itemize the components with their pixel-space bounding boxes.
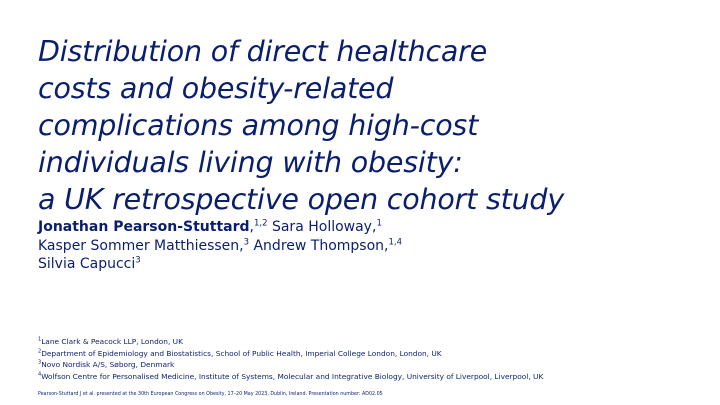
author-affiliation-marker: 1 <box>376 218 382 229</box>
author-line: Jonathan Pearson-Stuttard,1,2 Sara Hollo… <box>38 218 402 237</box>
title-line: complications among high-cost <box>38 109 479 142</box>
affiliation-text: Novo Nordisk A/S, Søborg, Denmark <box>41 360 175 370</box>
title-line: costs and obesity-related <box>38 72 394 105</box>
author-name: Jonathan Pearson-Stuttard <box>38 219 250 235</box>
presentation-citation: Pearson-Stuttard J et al. presented at t… <box>38 392 383 397</box>
author-separator: , <box>249 219 254 235</box>
author-line: Kasper Sommer Matthiessen,3 Andrew Thomp… <box>38 237 402 256</box>
affiliation-item: 4Wolfson Centre for Personalised Medicin… <box>38 371 543 383</box>
affiliation-number: 1 <box>38 336 42 343</box>
title-line: a UK retrospective open cohort study <box>38 183 564 216</box>
author-separator: , <box>384 237 389 254</box>
author-affiliation-marker: 1,2 <box>253 218 268 229</box>
author-name: Silvia Capucci <box>38 256 136 272</box>
affiliation-number: 2 <box>38 348 42 355</box>
affiliation-text: Lane Clark & Peacock LLP, London, UK <box>41 337 183 346</box>
author-line: Silvia Capucci3 <box>38 255 402 274</box>
title-line: individuals living with obesity: <box>38 146 463 179</box>
author-list: Jonathan Pearson-Stuttard,1,2 Sara Hollo… <box>38 218 402 274</box>
affiliation-list: 1Lane Clark & Peacock LLP, London, UK 2D… <box>38 336 543 382</box>
affiliation-item: 2Department of Epidemiology and Biostati… <box>38 348 543 360</box>
affiliation-item: 1Lane Clark & Peacock LLP, London, UK <box>38 336 543 348</box>
affiliation-number: 4 <box>38 371 42 378</box>
author-affiliation-marker: 1,4 <box>388 236 403 247</box>
author-affiliation-marker: 3 <box>243 236 250 247</box>
author-name: Sara Holloway <box>271 219 372 235</box>
author-separator: , <box>371 219 377 235</box>
affiliation-text: Department of Epidemiology and Biostatis… <box>41 348 442 358</box>
author-affiliation-marker: 3 <box>135 255 141 266</box>
title-line: Distribution of direct healthcare <box>38 35 488 68</box>
author-name: Kasper Sommer Matthiessen <box>38 237 240 254</box>
page-title: Distribution of direct healthcare costs … <box>38 33 698 218</box>
affiliation-text: Wolfson Centre for Personalised Medicine… <box>41 371 544 381</box>
author-separator: , <box>239 237 244 254</box>
author-name: Andrew Thompson <box>253 237 385 254</box>
affiliation-item: 3Novo Nordisk A/S, Søborg, Denmark <box>38 359 543 371</box>
affiliation-number: 3 <box>38 359 42 366</box>
